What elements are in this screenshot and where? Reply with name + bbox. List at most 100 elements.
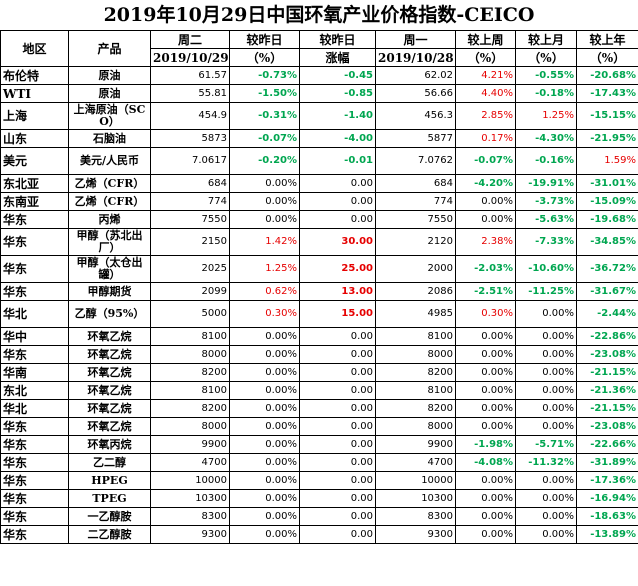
cell-pct-month: -0.55%	[515, 66, 577, 85]
cell-pct-week: 0.30%	[455, 300, 516, 328]
cell-pct-day: 0.00%	[229, 453, 300, 472]
cell-product: 石脑油	[68, 129, 151, 148]
cell-today-price: 2025	[150, 255, 230, 283]
cell-chg-day: -4.00	[299, 129, 376, 148]
cell-chg-day: 0.00	[299, 210, 376, 229]
cell-region: 华东	[0, 210, 69, 229]
header-pct-week-unit: （%）	[455, 48, 516, 67]
cell-today-price: 10300	[150, 489, 230, 508]
cell-pct-week: 0.00%	[455, 210, 516, 229]
cell-pct-month: 0.00%	[515, 327, 577, 346]
cell-product: 丙烯	[68, 210, 151, 229]
cell-pct-month: -5.63%	[515, 210, 577, 229]
cell-pct-day: 0.00%	[229, 471, 300, 490]
header-chg-day-unit: 涨幅	[299, 48, 376, 67]
cell-today-price: 5873	[150, 129, 230, 148]
header-row-top: 地区 产品 周二 较昨日 较昨日 周一 较上周 较上月 较上年	[0, 30, 638, 67]
cell-pct-day: 0.00%	[229, 489, 300, 508]
cell-pct-day: 0.00%	[229, 345, 300, 364]
cell-pct-week: 0.00%	[455, 489, 516, 508]
cell-pct-day: 0.00%	[229, 399, 300, 418]
table-row: 东北 环氧乙烷 8100 0.00% 0.00 8100 0.00% 0.00% -21.36%	[0, 381, 638, 400]
cell-region: 华北	[0, 300, 69, 328]
cell-product: 环氧乙烷	[68, 417, 151, 436]
cell-prev-price: 8200	[375, 363, 456, 382]
table-row: 华东 HPEG 10000 0.00% 0.00 10000 0.00% 0.00% -17.3…	[0, 471, 638, 490]
cell-chg-day: -0.85	[299, 84, 376, 103]
cell-pct-month: 0.00%	[515, 525, 577, 544]
cell-product: 甲醇（苏北出厂）	[68, 228, 151, 256]
cell-region: 东北亚	[0, 174, 69, 193]
table-row: 华东 环氧乙烷 8000 0.00% 0.00 8000 0.00% 0.00% -23.08%	[0, 417, 638, 436]
header-prev-date: 2019/10/28	[375, 48, 456, 67]
cell-pct-year: -13.89%	[576, 525, 638, 544]
cell-pct-year: -22.66%	[576, 435, 638, 454]
cell-pct-week: 4.40%	[455, 84, 516, 103]
cell-pct-year: -17.36%	[576, 471, 638, 490]
cell-pct-year: -23.08%	[576, 345, 638, 364]
table-row: 华东 一乙醇胺 8300 0.00% 0.00 8300 0.00% 0.00% -18.63%	[0, 507, 638, 526]
cell-pct-month: 0.00%	[515, 363, 577, 382]
cell-pct-day: -0.31%	[229, 102, 300, 130]
cell-region: 华东	[0, 282, 69, 301]
table-row: 华东 二乙醇胺 9300 0.00% 0.00 9300 0.00% 0.00% -13.89%	[0, 525, 638, 544]
cell-chg-day: 0.00	[299, 489, 376, 508]
cell-prev-price: 9900	[375, 435, 456, 454]
cell-pct-year: -2.44%	[576, 300, 638, 328]
header-prev: 周一	[375, 30, 456, 49]
cell-pct-month: -3.73%	[515, 192, 577, 211]
cell-today-price: 8300	[150, 507, 230, 526]
table-row: 东北亚 乙烯（CFR） 684 0.00% 0.00 684 -4.20% -19.91% -3…	[0, 174, 638, 193]
cell-pct-month: 1.25%	[515, 102, 577, 130]
cell-today-price: 55.81	[150, 84, 230, 103]
cell-chg-day: 15.00	[299, 300, 376, 328]
cell-product: 环氧丙烷	[68, 435, 151, 454]
table-row: 华北 环氧乙烷 8200 0.00% 0.00 8200 0.00% 0.00% -21.15%	[0, 399, 638, 418]
cell-today-price: 8200	[150, 363, 230, 382]
cell-pct-month: -4.30%	[515, 129, 577, 148]
header-pct-week: 较上周	[455, 30, 516, 49]
cell-region: 华南	[0, 363, 69, 382]
cell-pct-year: -23.08%	[576, 417, 638, 436]
cell-prev-price: 8100	[375, 381, 456, 400]
cell-today-price: 8100	[150, 327, 230, 346]
cell-today-price: 7.0617	[150, 147, 230, 175]
cell-pct-month: 0.00%	[515, 381, 577, 400]
cell-pct-day: 0.00%	[229, 525, 300, 544]
table-row: 华北 乙醇（95%） 5000 0.30% 15.00 4985 0.30% 0.00% -2.…	[0, 300, 638, 328]
cell-pct-week: 0.00%	[455, 192, 516, 211]
cell-today-price: 5000	[150, 300, 230, 328]
cell-pct-year: -31.89%	[576, 453, 638, 472]
table-row: 华东 乙二醇 4700 0.00% 0.00 4700 -4.08% -11.32% -31.8…	[0, 453, 638, 472]
cell-chg-day: 0.00	[299, 417, 376, 436]
cell-pct-day: 0.30%	[229, 300, 300, 328]
cell-chg-day: -1.40	[299, 102, 376, 130]
cell-pct-week: 0.00%	[455, 381, 516, 400]
cell-pct-year: -34.85%	[576, 228, 638, 256]
cell-pct-day: -0.20%	[229, 147, 300, 175]
cell-pct-week: -0.07%	[455, 147, 516, 175]
cell-prev-price: 7.0762	[375, 147, 456, 175]
table-row: 华东 丙烯 7550 0.00% 0.00 7550 0.00% -5.63% -19.68%	[0, 210, 638, 229]
cell-pct-day: 0.00%	[229, 174, 300, 193]
cell-product: 上海原油（SCO）	[68, 102, 151, 130]
cell-prev-price: 7550	[375, 210, 456, 229]
price-index-sheet: 2019年10月29日中国环氧产业价格指数-CEICO 地区 产品 周二 较昨日…	[0, 4, 638, 544]
header-pct-year-unit: （%）	[576, 48, 638, 67]
cell-chg-day: 0.00	[299, 507, 376, 526]
cell-region: 华东	[0, 471, 69, 490]
cell-prev-price: 8200	[375, 399, 456, 418]
cell-prev-price: 9300	[375, 525, 456, 544]
table-row: 华中 环氧乙烷 8100 0.00% 0.00 8100 0.00% 0.00% -22.86%	[0, 327, 638, 346]
cell-pct-year: -21.15%	[576, 399, 638, 418]
cell-pct-week: 2.38%	[455, 228, 516, 256]
cell-today-price: 9900	[150, 435, 230, 454]
cell-pct-month: 0.00%	[515, 417, 577, 436]
cell-product: 乙烯（CFR）	[68, 174, 151, 193]
cell-prev-price: 10000	[375, 471, 456, 490]
cell-pct-day: 1.42%	[229, 228, 300, 256]
cell-chg-day: -0.01	[299, 147, 376, 175]
cell-chg-day: 0.00	[299, 471, 376, 490]
cell-region: 华东	[0, 489, 69, 508]
cell-today-price: 2099	[150, 282, 230, 301]
